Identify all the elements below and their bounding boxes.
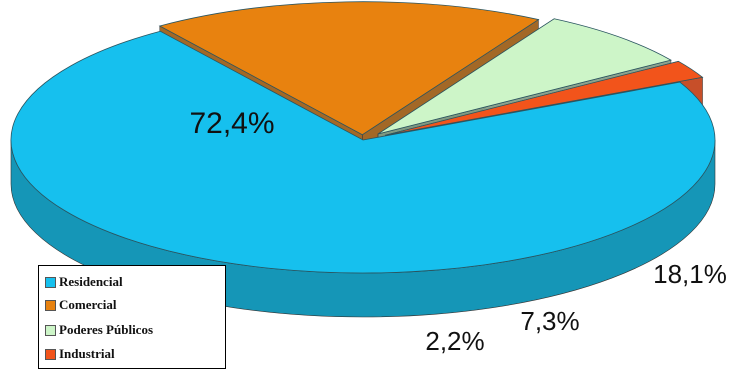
slice-top-poderes-publicos (377, 18, 672, 135)
legend-swatch-poderes-publicos (45, 324, 56, 336)
data-label-residencial: 72,4% (189, 107, 274, 140)
legend: Residencial Comercial Poderes Públicos I… (38, 265, 226, 369)
data-label-comercial: 18,1% (653, 259, 727, 289)
legend-item-industrial: Industrial (45, 345, 115, 363)
data-label-industrial: 2,2% (425, 326, 484, 356)
legend-swatch-industrial (45, 348, 56, 360)
slices-layer (10, 1, 716, 318)
data-label-poderes-publicos: 7,3% (520, 306, 579, 336)
legend-label-residencial: Residencial (59, 274, 123, 289)
slice-top-industrial (385, 60, 704, 136)
legend-item-comercial: Comercial (45, 296, 117, 314)
legend-item-poderes-publicos: Poderes Públicos (45, 321, 153, 339)
labels-layer: 72,4% 18,1% 7,3% 2,2% (189, 107, 726, 356)
legend-swatch-residencial (45, 276, 56, 288)
legend-swatch-comercial (45, 299, 56, 311)
slice-top-residencial (10, 30, 716, 274)
legend-label-industrial: Industrial (59, 346, 115, 361)
legend-label-poderes-publicos: Poderes Públicos (59, 322, 154, 337)
legend-item-residencial: Residencial (45, 273, 123, 291)
legend-label-comercial: Comercial (59, 297, 117, 312)
slice-top-comercial (158, 1, 540, 136)
